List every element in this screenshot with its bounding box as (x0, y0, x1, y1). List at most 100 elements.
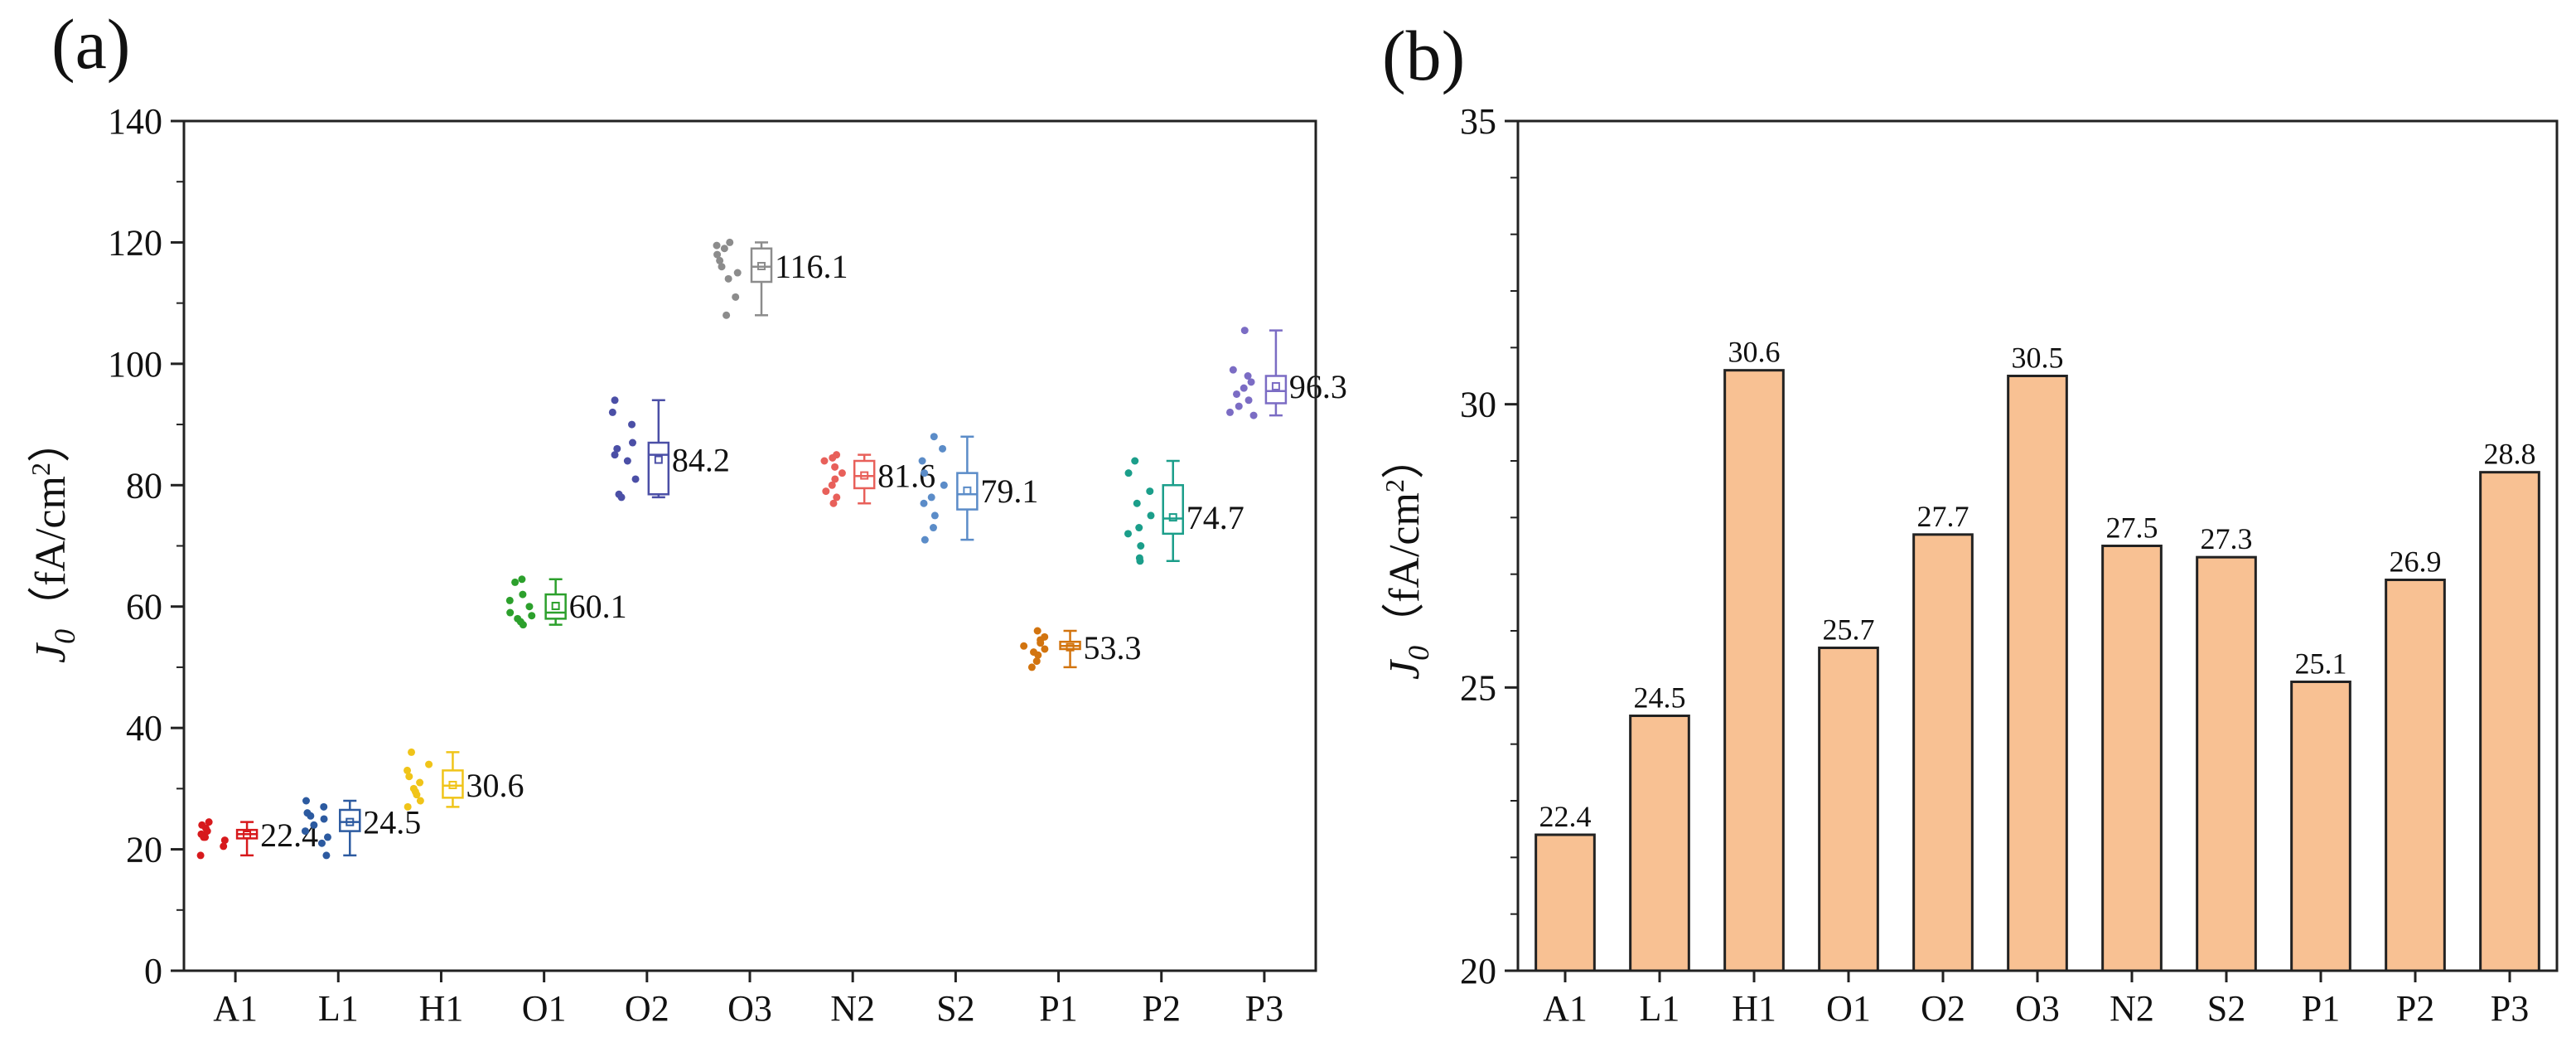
panel-a-label: (a) (51, 4, 130, 84)
x-category-label: O1 (522, 988, 567, 1029)
data-point-L1 (323, 833, 331, 841)
data-point-L1 (317, 839, 326, 847)
data-point-N2 (822, 487, 830, 496)
data-point-O3 (723, 311, 731, 319)
x-category-label: N2 (830, 988, 875, 1029)
data-point-A1 (205, 818, 213, 826)
bar-value-label-S2: 27.3 (2201, 522, 2253, 555)
data-point-O2 (615, 490, 623, 498)
data-point-O3 (718, 263, 726, 271)
mean-label-O2: 84.2 (672, 442, 730, 479)
x-category-label: P2 (1142, 988, 1180, 1029)
x-category-label: H1 (1732, 988, 1776, 1029)
bar-value-label-A1: 22.4 (1539, 800, 1592, 833)
panel-b-marks: 22.4 24.5 30.6 25.7 27.7 30.5 27.5 27.3 25.1 26.9… (1534, 336, 2540, 972)
bar-value-label-P1: 25.1 (2295, 647, 2347, 681)
data-point-P3 (1229, 366, 1237, 374)
x-category-label: P3 (1245, 988, 1283, 1029)
box-P2 (1162, 484, 1184, 536)
data-point-P2 (1124, 469, 1133, 477)
panel-b-ylabel-close: ） (1381, 436, 1428, 479)
bar-P2 (2385, 579, 2446, 972)
y-tick-label: 25 (1460, 667, 1496, 708)
data-point-N2 (833, 493, 841, 502)
box-N2 (853, 459, 876, 490)
bar-O1 (1818, 647, 1879, 972)
data-point-O1 (514, 614, 522, 623)
mean-label-O1: 60.1 (569, 588, 627, 625)
data-point-H1 (404, 802, 412, 811)
mean-label-P3: 96.3 (1289, 368, 1347, 405)
data-point-P3 (1235, 402, 1243, 410)
data-point-P3 (1249, 411, 1258, 419)
data-point-S2 (918, 457, 926, 465)
data-point-H1 (408, 748, 416, 756)
panel-a-frame (182, 119, 1317, 972)
x-category-label: P2 (2396, 988, 2434, 1029)
data-point-O2 (611, 396, 619, 405)
data-point-L1 (320, 802, 328, 811)
mean-marker-O2 (654, 455, 663, 464)
bar-value-label-H1: 30.6 (1728, 336, 1781, 369)
box-S2 (956, 472, 979, 511)
bar-P1 (2290, 681, 2351, 972)
x-category-label: S2 (936, 988, 974, 1029)
x-category-label: O1 (1826, 988, 1871, 1029)
box-H1 (442, 769, 464, 799)
panel-a-ylabel: J0（fA/cm2） (26, 419, 81, 663)
bar-value-label-O3: 30.5 (2012, 342, 2064, 375)
x-category-label: A1 (213, 988, 258, 1029)
panel-a-ylabel-sub: 0 (48, 629, 81, 644)
data-point-P1 (1033, 627, 1042, 635)
bar-S2 (2196, 555, 2257, 972)
data-point-P2 (1124, 530, 1132, 538)
data-point-N2 (829, 453, 837, 462)
data-point-S2 (939, 444, 947, 453)
x-category-label: O2 (1921, 988, 1965, 1029)
data-point-H1 (416, 778, 424, 787)
y-tick-label: 35 (1460, 101, 1496, 142)
mean-marker-P1 (1066, 642, 1075, 652)
mean-marker-P2 (1168, 513, 1177, 522)
bar-value-label-O2: 27.7 (1917, 500, 1969, 533)
data-point-L1 (307, 812, 315, 820)
data-point-H1 (416, 797, 424, 805)
data-point-H1 (405, 773, 413, 781)
panel-a-ylabel-main: J (27, 642, 75, 663)
data-point-P2 (1135, 554, 1143, 562)
x-category-label: P1 (1039, 988, 1077, 1029)
data-point-L1 (301, 827, 309, 836)
data-point-A1 (196, 851, 205, 860)
x-category-label: O3 (727, 988, 772, 1029)
data-point-H1 (404, 766, 412, 774)
y-tick-label: 60 (126, 587, 162, 628)
data-point-S2 (927, 493, 935, 502)
x-category-label: L1 (318, 988, 359, 1029)
data-point-L1 (320, 815, 328, 823)
data-point-S2 (940, 481, 948, 489)
mean-label-A1: 22.4 (260, 817, 318, 854)
mean-marker-A1 (243, 831, 252, 839)
mean-marker-N2 (860, 471, 869, 480)
box-O2 (647, 441, 670, 496)
data-point-P1 (1032, 657, 1041, 666)
data-point-A1 (220, 836, 229, 845)
data-point-O2 (628, 439, 636, 447)
data-point-O2 (608, 408, 616, 416)
mean-label-H1: 30.6 (466, 767, 524, 804)
mean-label-N2: 81.6 (877, 458, 935, 495)
data-point-L1 (310, 821, 318, 829)
data-point-P2 (1135, 524, 1143, 532)
x-category-label: O2 (625, 988, 669, 1029)
data-point-O3 (713, 250, 722, 259)
data-point-O2 (611, 451, 619, 459)
data-point-P3 (1240, 327, 1249, 335)
panel-b-ylabel-unit: （fA/cm (1381, 492, 1428, 646)
y-tick-label: 140 (108, 101, 162, 142)
data-point-P2 (1147, 511, 1155, 520)
data-point-P3 (1240, 384, 1248, 392)
data-point-P2 (1146, 487, 1154, 496)
panel-a-marks: 22.4 24.5 30.6 60.1 84.2 116.1 81.6 79.1 53.3 74.… (196, 238, 1347, 860)
